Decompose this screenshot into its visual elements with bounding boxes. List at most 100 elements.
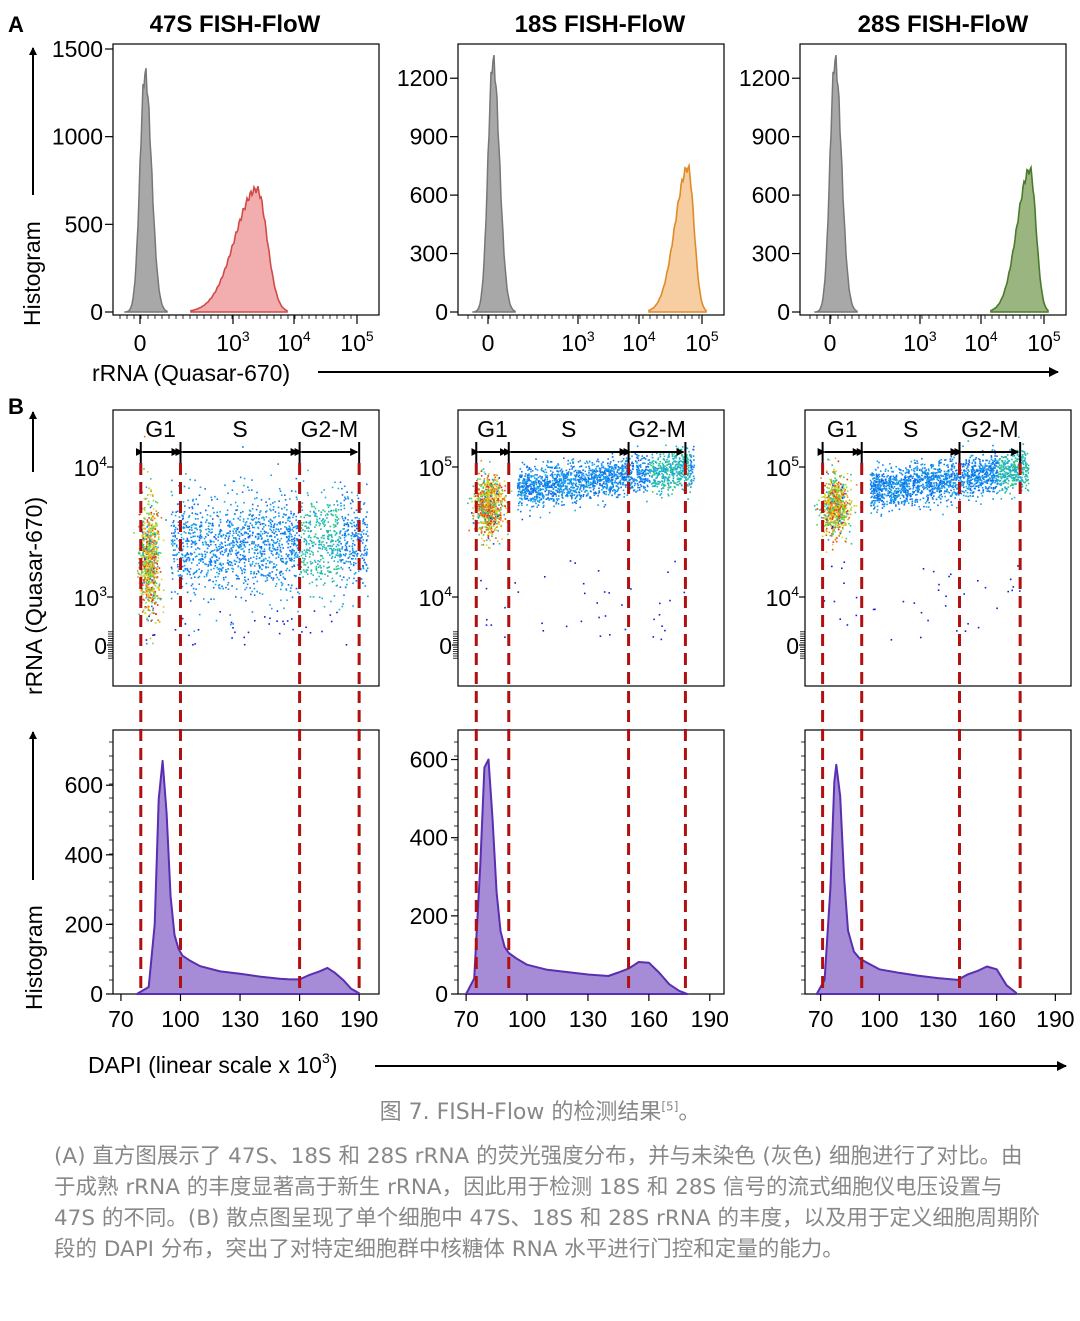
- phase-label-G2-M: G2-M: [628, 416, 686, 442]
- x-tick-label: 70: [108, 1006, 134, 1032]
- dapi-axis-label-text: DAPI (linear scale x 10: [88, 1052, 322, 1078]
- y-tick-label-base: 10: [419, 455, 445, 481]
- y-tick-label-exp: 5: [791, 453, 799, 469]
- x-tick-label: 130: [569, 1006, 607, 1032]
- x-tick-label: 0: [482, 330, 495, 356]
- y-tick-label-exp: 4: [791, 583, 799, 599]
- x-tick-label: 0: [134, 330, 147, 356]
- y-tick-label: 200: [410, 903, 448, 929]
- y-tick-label: 1500: [52, 36, 103, 62]
- x-tick-label: 100: [508, 1006, 546, 1032]
- dapi-histogram-area: [465, 758, 689, 995]
- x-tick-label: 160: [977, 1006, 1015, 1032]
- x-tick-label: 70: [453, 1006, 479, 1032]
- y-tick-label: 103: [74, 583, 108, 611]
- y-tick-label: 300: [752, 241, 790, 267]
- x-tick-label-exp: 5: [1053, 328, 1061, 344]
- x-tick-label: 100: [860, 1006, 898, 1032]
- panel-label-a: A: [8, 12, 24, 37]
- y-tick-label: 1200: [397, 65, 448, 91]
- dapi-histogram-area: [815, 763, 1018, 995]
- x-tick-label-base: 0: [824, 330, 837, 356]
- y-tick-label-base: 10: [766, 585, 792, 611]
- x-tick-label: 0: [824, 330, 837, 356]
- y-tick-label: 900: [410, 124, 448, 150]
- x-tick-label: 103: [561, 328, 595, 356]
- panel-label-b: B: [8, 394, 24, 419]
- x-tick-label-base: 10: [340, 330, 366, 356]
- y-tick-label-exp: 5: [444, 453, 452, 469]
- phase-label-S: S: [232, 416, 247, 442]
- plot-frame: [804, 409, 1072, 687]
- panel-title-28s: 28S FISH-FloW: [858, 11, 1029, 38]
- y-tick-label-base: 10: [74, 585, 100, 611]
- dapi-axis-label-close: ): [330, 1052, 338, 1078]
- x-tick-label-exp: 5: [366, 328, 374, 344]
- x-tick-label-base: 10: [561, 330, 587, 356]
- y-tick-label: 600: [752, 182, 790, 208]
- y-tick-label: 0: [439, 633, 452, 659]
- plot-frame: [457, 409, 725, 687]
- x-tick-label: 160: [280, 1006, 318, 1032]
- scatter-points: [813, 436, 1030, 641]
- control-histogram: [814, 54, 858, 313]
- histogram-axis-label-a: Histogram: [19, 221, 45, 326]
- y-tick-label: 400: [410, 825, 448, 851]
- y-tick-label: 600: [410, 182, 448, 208]
- y-tick-label: 104: [766, 583, 800, 611]
- control-histogram: [124, 68, 168, 313]
- sample-histogram-18S: [648, 162, 707, 313]
- x-tick-label-base: 10: [216, 330, 242, 356]
- y-tick-label: 1200: [739, 65, 790, 91]
- scatter-points: [133, 435, 369, 646]
- x-tick-label-base: 10: [903, 330, 929, 356]
- x-tick-label-exp: 3: [242, 328, 250, 344]
- y-tick-label-base: 0: [439, 633, 452, 659]
- y-tick-label-exp: 4: [99, 453, 107, 469]
- dapi-axis-label-exponent: 3: [322, 1050, 330, 1066]
- y-tick-label: 0: [786, 633, 799, 659]
- figure: A B 47S FISH-FloW 18S FISH-FloW 28S FISH…: [8, 11, 1075, 1078]
- x-tick-label: 104: [277, 328, 311, 356]
- x-tick-label: 130: [221, 1006, 259, 1032]
- dapi-histogram-area: [135, 759, 361, 995]
- plot-frame: [457, 43, 725, 316]
- caption-title-text: 图 7. FISH-Flow 的检测结果: [379, 1100, 662, 1125]
- y-tick-label: 0: [777, 299, 790, 325]
- y-tick-label-exp: 4: [444, 583, 452, 599]
- dapi-axis-label: DAPI (linear scale x 103): [88, 1050, 337, 1078]
- y-tick-label: 0: [435, 981, 448, 1007]
- x-tick-label: 103: [903, 328, 937, 356]
- y-tick-label: 400: [65, 842, 103, 868]
- phase-label-S: S: [561, 416, 576, 442]
- x-tick-label-base: 10: [685, 330, 711, 356]
- figure-caption-body: (A) 直方图展示了 47S、18S 和 28S rRNA 的荧光强度分布，并与…: [54, 1144, 1040, 1262]
- y-tick-label-base: 10: [766, 455, 792, 481]
- figure-caption-title: 图 7. FISH-Flow 的检测结果[5]。: [0, 1094, 1080, 1126]
- x-tick-label-exp: 3: [929, 328, 937, 344]
- y-tick-label: 0: [90, 981, 103, 1007]
- phase-label-G1: G1: [145, 416, 176, 442]
- y-tick-label: 600: [65, 772, 103, 798]
- y-tick-label-base: 10: [419, 585, 445, 611]
- x-tick-label-base: 10: [277, 330, 303, 356]
- x-tick-label: 105: [340, 328, 374, 356]
- x-tick-label-exp: 4: [303, 328, 311, 344]
- dapi-hist-b6: 70 100 130 160 190: [801, 729, 1075, 1032]
- y-tick-label: 104: [74, 453, 108, 481]
- y-tick-label-exp: 3: [99, 583, 107, 599]
- x-tick-label-base: 10: [622, 330, 648, 356]
- y-tick-label: 600: [410, 747, 448, 773]
- x-tick-label-base: 10: [964, 330, 990, 356]
- caption-ref: [5]: [661, 1099, 679, 1114]
- y-tick-label: 105: [766, 453, 800, 481]
- phase-label-G1: G1: [477, 416, 508, 442]
- sample-histogram-28S: [990, 164, 1049, 313]
- y-tick-label-base: 0: [786, 633, 799, 659]
- x-tick-label-exp: 4: [990, 328, 998, 344]
